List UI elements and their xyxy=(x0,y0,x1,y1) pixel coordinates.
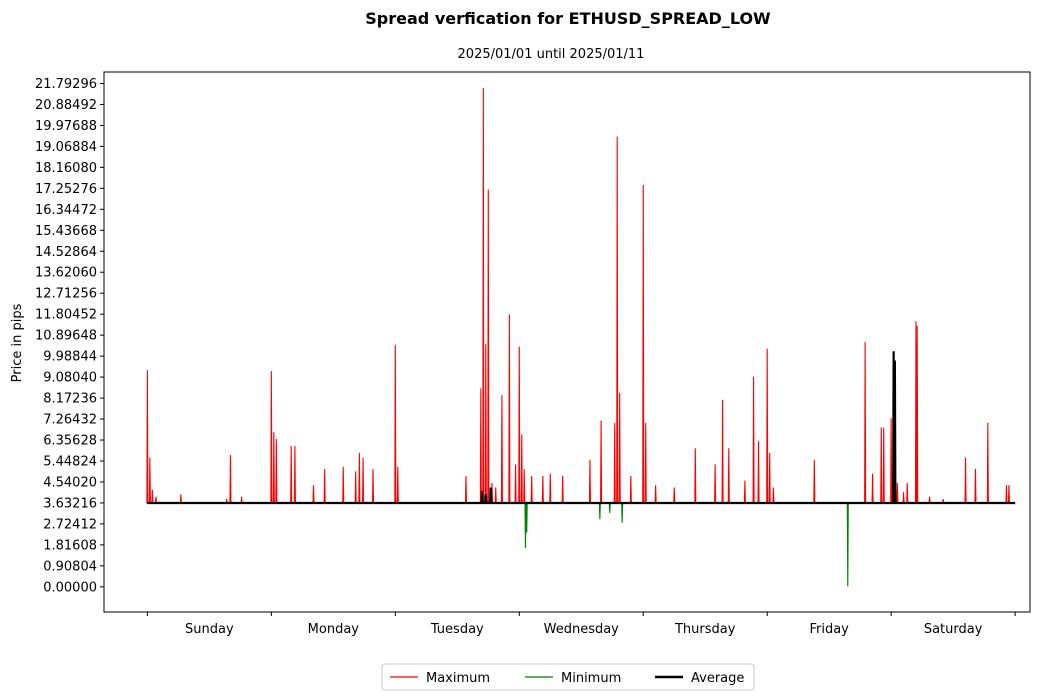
legend-label-maximum: Maximum xyxy=(426,671,490,686)
legend: Maximum Minimum Average xyxy=(381,663,755,691)
y-tick-label: 10.89648 xyxy=(35,329,97,344)
y-tick-label: 20.88492 xyxy=(35,98,97,113)
plot-frame xyxy=(103,71,1031,613)
y-axis-label: Price in pips xyxy=(10,303,25,382)
y-tick-label: 4.54020 xyxy=(43,475,97,490)
y-tick-label: 15.43668 xyxy=(35,224,97,239)
y-tick-label: 6.35628 xyxy=(43,434,97,449)
plot-area xyxy=(146,87,1016,587)
series-line-maximum xyxy=(146,87,1016,504)
y-tick-label: 9.08040 xyxy=(43,371,97,386)
y-tick-label: 19.97688 xyxy=(35,119,97,134)
series-line-average xyxy=(147,351,1016,505)
x-tick-label: Wednesday xyxy=(544,622,620,637)
y-tick-label: 14.52864 xyxy=(35,245,97,260)
y-tick-label: 9.98844 xyxy=(43,350,97,365)
y-axis: 21.79296 20.88492 19.97688 19.06884 18.16080… xyxy=(35,77,104,595)
chart-subtitle: 2025/01/01 until 2025/01/11 xyxy=(458,47,645,62)
x-tick-label: Sunday xyxy=(185,622,234,637)
y-tick-label: 19.06884 xyxy=(35,140,97,155)
x-tick-label: Monday xyxy=(308,622,360,637)
legend-label-minimum: Minimum xyxy=(561,671,621,686)
y-tick-label: 17.25276 xyxy=(35,182,97,197)
series-line-minimum xyxy=(147,502,1016,587)
x-tick-label: Friday xyxy=(809,622,849,637)
x-tick-label: Saturday xyxy=(924,622,983,637)
x-tick-label: Tuesday xyxy=(430,622,484,637)
legend-box xyxy=(381,663,755,691)
y-tick-label: 11.80452 xyxy=(35,308,97,323)
legend-label-average: Average xyxy=(691,671,744,686)
y-tick-label: 0.90804 xyxy=(43,559,97,574)
series-maximum xyxy=(146,87,1016,504)
y-tick-label: 8.17236 xyxy=(43,392,97,407)
y-tick-label: 18.16080 xyxy=(35,161,97,176)
chart-title: Spread verfication for ETHUSD_SPREAD_LOW xyxy=(365,9,771,28)
y-tick-label: 0.00000 xyxy=(43,580,97,595)
y-tick-label: 16.34472 xyxy=(35,203,97,218)
series-average xyxy=(147,351,1016,505)
y-tick-label: 7.26432 xyxy=(43,413,97,428)
y-tick-label: 2.72412 xyxy=(43,517,97,532)
series-minimum xyxy=(147,502,1016,587)
y-tick-label: 13.62060 xyxy=(35,266,97,281)
y-tick-label: 5.44824 xyxy=(43,454,97,469)
y-tick-label: 21.79296 xyxy=(35,77,97,92)
y-tick-label: 12.71256 xyxy=(35,287,97,302)
x-tick-label: Thursday xyxy=(674,622,736,637)
x-axis: Sunday Monday Tuesday Wednesday Thursday Frid… xyxy=(146,612,1016,637)
y-tick-label: 1.81608 xyxy=(43,538,97,553)
y-tick-label: 3.63216 xyxy=(43,496,97,511)
